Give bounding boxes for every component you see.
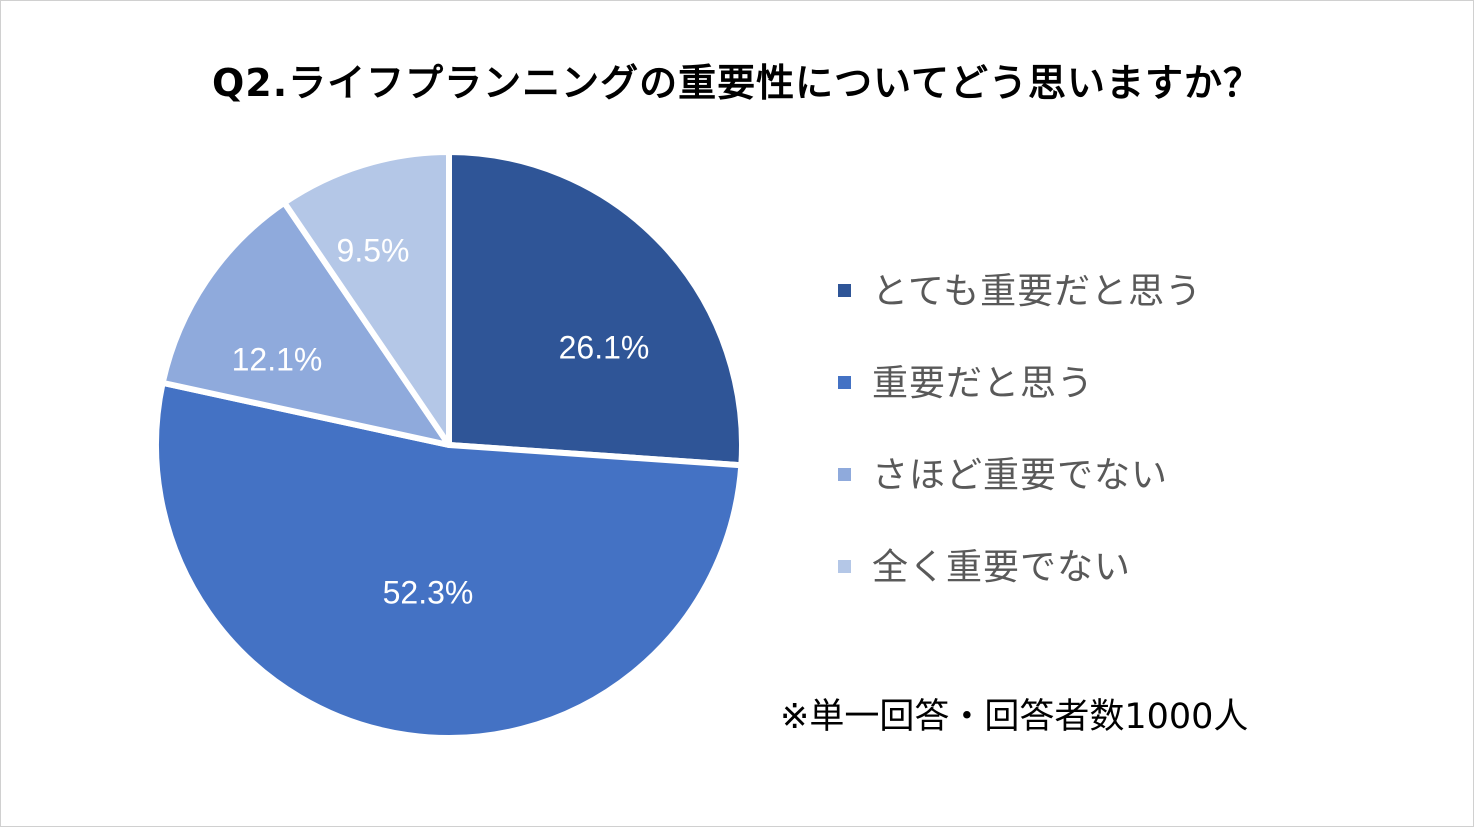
pie-data-label: 26.1% xyxy=(559,329,650,365)
pie-data-label: 52.3% xyxy=(383,574,474,610)
legend-label: さほど重要でない xyxy=(872,455,1169,496)
pie-data-label: 9.5% xyxy=(337,232,410,268)
pie-data-label: 12.1% xyxy=(232,341,323,377)
footnote: ※単一回答・回答者数1000人 xyxy=(780,697,1249,737)
legend-swatch xyxy=(838,468,851,481)
pie-slice xyxy=(159,199,452,448)
legend-label: とても重要だと思う xyxy=(872,271,1203,312)
legend-label: 重要だと思う xyxy=(872,363,1095,404)
legend-swatch xyxy=(838,284,851,297)
legend-label: 全く重要でない xyxy=(872,547,1132,588)
pie-slice xyxy=(281,149,452,448)
legend-swatch xyxy=(838,560,851,573)
chart-title: Q2.ライフプランニングの重要性についてどう思いますか？ xyxy=(211,61,1263,105)
pie-slice xyxy=(153,379,745,741)
legend-swatch xyxy=(838,376,851,389)
pie-slice xyxy=(446,149,745,469)
